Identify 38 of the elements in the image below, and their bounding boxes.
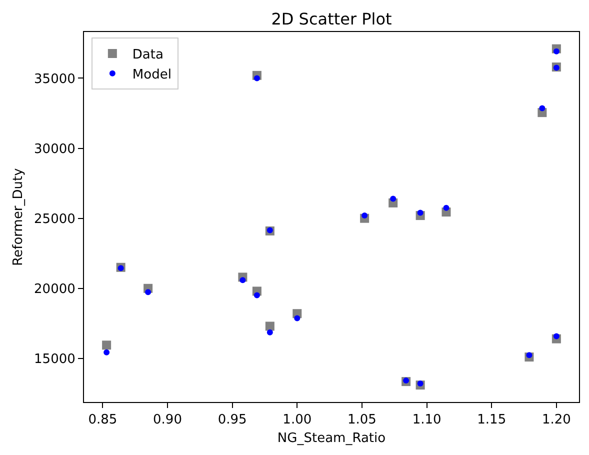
x-tick-label: 1.00 (282, 412, 312, 428)
point (102, 340, 112, 350)
y-tick-label: 15000 (34, 352, 76, 367)
y-tick-label: 20000 (34, 282, 76, 297)
x-axis-title: NG_Steam_Ratio (277, 431, 386, 446)
point (265, 322, 274, 331)
point (254, 292, 260, 298)
x-tick-label: 1.10 (412, 412, 442, 428)
x-tick-label: 1.05 (347, 412, 376, 428)
point (539, 105, 546, 112)
point (104, 349, 110, 356)
x-tick-label: 1.20 (542, 412, 571, 428)
point (362, 212, 368, 219)
point (240, 277, 246, 284)
point (294, 315, 300, 322)
legend-label: Data (132, 48, 164, 63)
y-tick-label: 25000 (34, 212, 76, 227)
point (526, 352, 532, 358)
point (443, 204, 450, 211)
point (417, 210, 424, 216)
point (553, 333, 560, 340)
y-tick-label: 35000 (34, 72, 76, 87)
point (403, 378, 410, 384)
chart-title: 2D Scatter Plot (271, 10, 392, 29)
x-tick-label: 0.85 (88, 412, 118, 428)
x-tick-label: 1.15 (477, 412, 506, 428)
point (118, 265, 124, 272)
x-tick-label: 0.95 (218, 412, 247, 428)
point (145, 289, 152, 296)
y-axis-title: Reformer_Duty (10, 168, 26, 266)
point (553, 48, 560, 54)
point (417, 380, 424, 387)
point (390, 196, 396, 202)
point (266, 329, 273, 336)
x-tick-label: 0.90 (153, 412, 182, 428)
legend-label: Model (132, 67, 172, 82)
y-tick-label: 30000 (34, 142, 76, 157)
point (254, 75, 260, 82)
